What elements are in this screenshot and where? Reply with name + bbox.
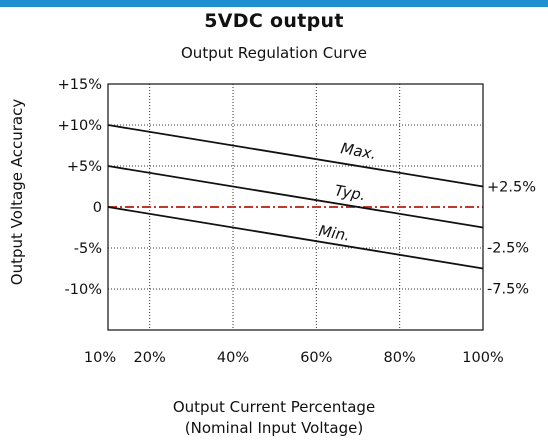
x-axis-label: Output Current Percentage — [172, 398, 376, 416]
series-end-label: -2.5% — [487, 241, 529, 257]
series-end-label: -7.5% — [487, 282, 529, 298]
y-tick-label: -10% — [65, 282, 102, 298]
header-accent-bar — [0, 0, 548, 7]
x-tick-label: 60% — [300, 350, 332, 366]
series-name-label: Max. — [339, 139, 377, 163]
x-axis-sublabel: (Nominal Input Voltage) — [184, 419, 364, 437]
series-line-max — [107, 124, 484, 188]
y-tick-label: 0 — [93, 200, 102, 216]
chart-suptitle: 5VDC output — [204, 10, 344, 32]
plot-frame — [107, 83, 484, 331]
x-tick-label: 40% — [217, 350, 249, 366]
x-tick-label: 20% — [134, 350, 166, 366]
y-tick-label: +15% — [58, 77, 102, 93]
series-name-label: Typ. — [333, 181, 367, 204]
y-tick-label: +5% — [67, 159, 102, 175]
y-tick-label: +10% — [58, 118, 102, 134]
x-tick-label: 80% — [384, 350, 416, 366]
series-name-label: Min. — [317, 222, 351, 245]
y-tick-label: -5% — [74, 241, 102, 257]
x-tick-label: 100% — [462, 350, 503, 366]
y-axis-label: Output Voltage Accuracy — [8, 99, 26, 286]
series-line-typ — [107, 165, 484, 229]
series-line-min — [107, 206, 484, 270]
series-end-label: +2.5% — [487, 180, 536, 196]
chart-title: Output Regulation Curve — [181, 44, 367, 62]
x-tick-label: 10% — [84, 350, 116, 366]
